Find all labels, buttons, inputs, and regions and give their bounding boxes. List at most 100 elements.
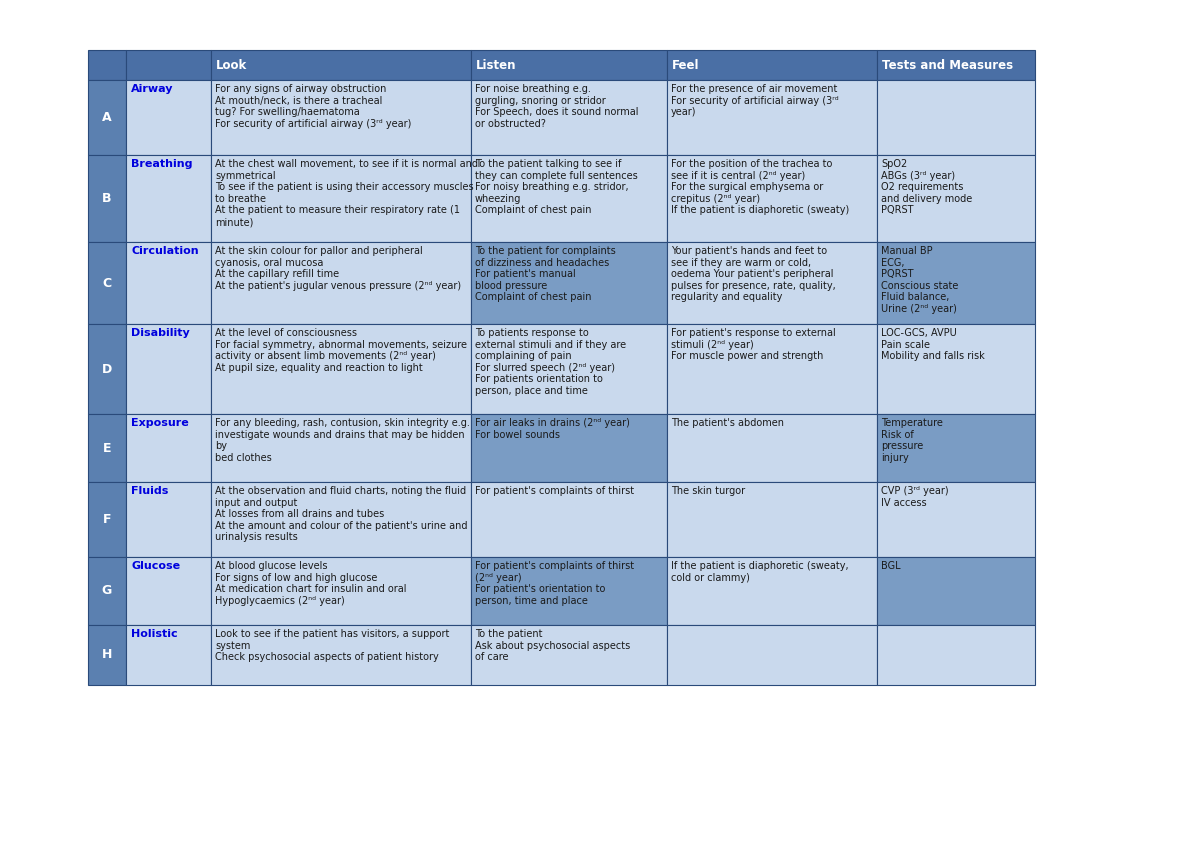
Bar: [667, 242, 877, 324]
Bar: [126, 50, 211, 80]
Bar: [211, 625, 470, 685]
Text: Temperature
Risk of
pressure
injury: Temperature Risk of pressure injury: [881, 418, 943, 463]
Bar: [88, 80, 126, 155]
Text: At the chest wall movement, to see if it is normal and
symmetrical
To see if the: At the chest wall movement, to see if it…: [215, 159, 478, 227]
Text: Exposure: Exposure: [131, 418, 188, 428]
Bar: [877, 625, 1034, 685]
Text: LOC-GCS, AVPU
Pain scale
Mobility and falls risk: LOC-GCS, AVPU Pain scale Mobility and fa…: [881, 328, 985, 361]
Text: The skin turgor: The skin turgor: [671, 486, 745, 496]
Bar: [877, 324, 1034, 414]
Text: To the patient for complaints
of dizziness and headaches
For patient's manual
bl: To the patient for complaints of dizzine…: [475, 246, 616, 302]
Text: Fluids: Fluids: [131, 486, 168, 496]
Bar: [211, 482, 470, 557]
Bar: [211, 414, 470, 482]
Text: CVP (3ʳᵈ year)
IV access: CVP (3ʳᵈ year) IV access: [881, 486, 949, 508]
Bar: [126, 625, 211, 685]
Bar: [126, 155, 211, 242]
Bar: [126, 557, 211, 625]
Text: At blood glucose levels
For signs of low and high glucose
At medication chart fo: At blood glucose levels For signs of low…: [215, 561, 407, 606]
Bar: [126, 414, 211, 482]
Bar: [667, 80, 877, 155]
Bar: [470, 80, 667, 155]
Text: If the patient is diaphoretic (sweaty,
cold or clammy): If the patient is diaphoretic (sweaty, c…: [671, 561, 848, 582]
Text: For any signs of airway obstruction
At mouth/neck, is there a tracheal
tug? For : For any signs of airway obstruction At m…: [215, 84, 412, 129]
Text: Look: Look: [216, 59, 247, 71]
Bar: [877, 80, 1034, 155]
Text: Tests and Measures: Tests and Measures: [882, 59, 1013, 71]
Text: A: A: [102, 111, 112, 124]
Text: To the patient talking to see if
they can complete full sentences
For noisy brea: To the patient talking to see if they ca…: [475, 159, 637, 216]
Bar: [877, 557, 1034, 625]
Text: Feel: Feel: [672, 59, 700, 71]
Text: For patient's complaints of thirst
(2ⁿᵈ year)
For patient's orientation to
perso: For patient's complaints of thirst (2ⁿᵈ …: [475, 561, 634, 606]
Text: For patient's response to external
stimuli (2ⁿᵈ year)
For muscle power and stren: For patient's response to external stimu…: [671, 328, 835, 361]
Bar: [667, 625, 877, 685]
Bar: [126, 324, 211, 414]
Bar: [667, 414, 877, 482]
Bar: [470, 414, 667, 482]
Text: At the skin colour for pallor and peripheral
cyanosis, oral mucosa
At the capill: At the skin colour for pallor and periph…: [215, 246, 461, 291]
Bar: [211, 80, 470, 155]
Bar: [470, 557, 667, 625]
Bar: [667, 557, 877, 625]
Text: SpO2
ABGs (3ʳᵈ year)
O2 requirements
and delivery mode
PQRST: SpO2 ABGs (3ʳᵈ year) O2 requirements and…: [881, 159, 972, 216]
Bar: [88, 414, 126, 482]
Bar: [667, 155, 877, 242]
Bar: [88, 155, 126, 242]
Text: C: C: [102, 277, 112, 290]
Text: For noise breathing e.g.
gurgling, snoring or stridor
For Speech, does it sound : For noise breathing e.g. gurgling, snori…: [475, 84, 638, 129]
Bar: [877, 482, 1034, 557]
Bar: [877, 50, 1034, 80]
Text: At the observation and fluid charts, noting the fluid
input and output
At losses: At the observation and fluid charts, not…: [215, 486, 468, 543]
Text: Your patient's hands and feet to
see if they are warm or cold,
oedema Your patie: Your patient's hands and feet to see if …: [671, 246, 835, 302]
Text: Glucose: Glucose: [131, 561, 180, 571]
Bar: [877, 155, 1034, 242]
Bar: [470, 482, 667, 557]
Text: B: B: [102, 192, 112, 205]
Bar: [667, 482, 877, 557]
Text: Holistic: Holistic: [131, 629, 178, 639]
Text: H: H: [102, 649, 112, 661]
Bar: [88, 625, 126, 685]
Text: Disability: Disability: [131, 328, 190, 338]
Bar: [667, 324, 877, 414]
Text: E: E: [103, 441, 112, 454]
Text: To patients response to
external stimuli and if they are
complaining of pain
For: To patients response to external stimuli…: [475, 328, 626, 396]
Text: At the level of consciousness
For facial symmetry, abnormal movements, seizure
a: At the level of consciousness For facial…: [215, 328, 467, 373]
Bar: [877, 414, 1034, 482]
Bar: [211, 50, 470, 80]
Bar: [667, 50, 877, 80]
Text: Circulation: Circulation: [131, 246, 199, 256]
Bar: [211, 324, 470, 414]
Text: The patient's abdomen: The patient's abdomen: [671, 418, 784, 428]
Bar: [126, 242, 211, 324]
Text: For any bleeding, rash, contusion, skin integrity e.g.
investigate wounds and dr: For any bleeding, rash, contusion, skin …: [215, 418, 470, 463]
Bar: [88, 557, 126, 625]
Text: Look to see if the patient has visitors, a support
system
Check psychosocial asp: Look to see if the patient has visitors,…: [215, 629, 449, 662]
Bar: [211, 242, 470, 324]
Bar: [211, 155, 470, 242]
Text: G: G: [102, 584, 112, 598]
Bar: [877, 242, 1034, 324]
Text: BGL: BGL: [881, 561, 901, 571]
Text: D: D: [102, 363, 112, 375]
Bar: [470, 155, 667, 242]
Bar: [88, 324, 126, 414]
Bar: [470, 324, 667, 414]
Text: Listen: Listen: [476, 59, 516, 71]
Text: Breathing: Breathing: [131, 159, 192, 169]
Bar: [126, 80, 211, 155]
Bar: [88, 482, 126, 557]
Text: For the presence of air movement
For security of artificial airway (3ʳᵈ
year): For the presence of air movement For sec…: [671, 84, 839, 117]
Bar: [126, 482, 211, 557]
Text: Airway: Airway: [131, 84, 174, 94]
Text: To the patient
Ask about psychosocial aspects
of care: To the patient Ask about psychosocial as…: [475, 629, 630, 662]
Bar: [470, 50, 667, 80]
Bar: [470, 242, 667, 324]
Text: Manual BP
ECG,
PQRST
Conscious state
Fluid balance,
Urine (2ⁿᵈ year): Manual BP ECG, PQRST Conscious state Flu…: [881, 246, 959, 314]
Text: For air leaks in drains (2ⁿᵈ year)
For bowel sounds: For air leaks in drains (2ⁿᵈ year) For b…: [475, 418, 630, 440]
Bar: [470, 625, 667, 685]
Text: For the position of the trachea to
see if it is central (2ⁿᵈ year)
For the surgi: For the position of the trachea to see i…: [671, 159, 850, 216]
Text: For patient's complaints of thirst: For patient's complaints of thirst: [475, 486, 634, 496]
Text: F: F: [103, 513, 112, 526]
